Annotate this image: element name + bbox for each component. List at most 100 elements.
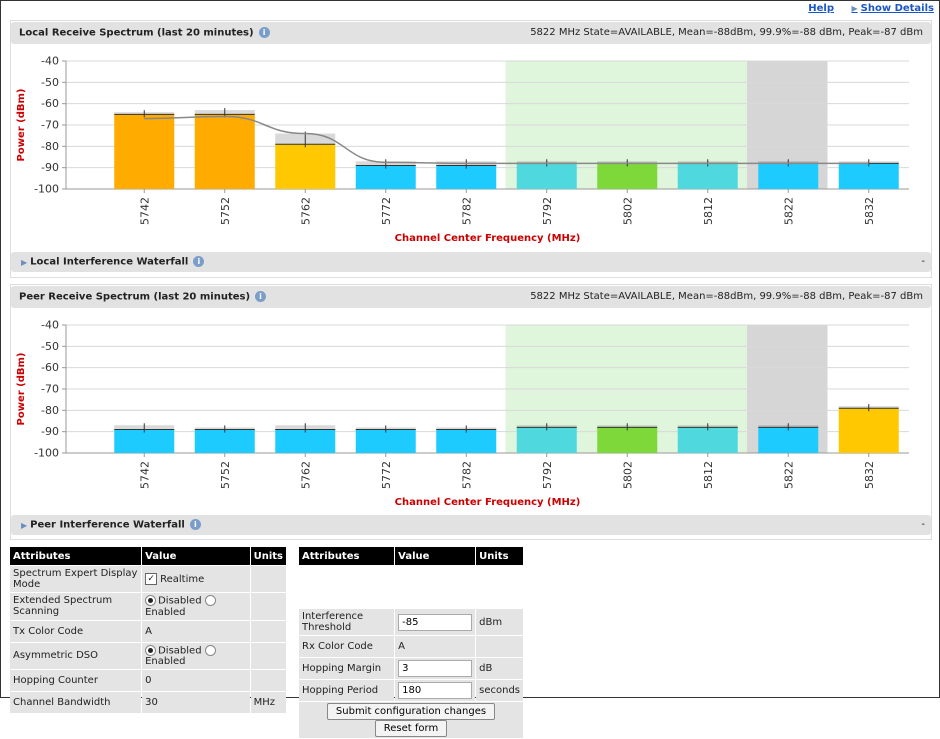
table-row: Asymmetric DSO Disabled Enabled (10, 642, 286, 669)
bar (677, 163, 738, 189)
local-waterfall-dash: - (921, 256, 925, 267)
attr-name: Extended Spectrum Scanning (10, 593, 142, 620)
button-row: Submit configuration changes Reset form (299, 702, 523, 738)
info-icon[interactable]: i (189, 519, 201, 530)
attr-units (250, 566, 286, 592)
attr-units: dBm (476, 609, 523, 635)
bar (114, 114, 175, 189)
peer-spectrum-title-wrap: Peer Receive Spectrum (last 20 minutes) i (19, 291, 267, 303)
attr-units (476, 636, 523, 657)
x-tick-label: 5822 (782, 461, 795, 489)
x-tick-label: 5772 (380, 461, 393, 489)
table-row: Hopping Counter 0 (10, 670, 286, 691)
x-tick-label: 5762 (299, 197, 312, 225)
attr-name: Hopping Margin (299, 658, 395, 679)
local-spectrum-status: 5822 MHz State=AVAILABLE, Mean=-88dBm, 9… (530, 27, 923, 38)
attr-value-cell (395, 680, 476, 701)
y-axis-label: Power (dBm) (16, 353, 27, 426)
realtime-checkbox[interactable]: ✓ (145, 573, 158, 585)
col-attributes: Attributes (10, 547, 142, 565)
local-waterfall-toggle[interactable]: ▶ Local Interference Waterfall i - (11, 252, 931, 272)
local-spectrum-title-wrap: Local Receive Spectrum (last 20 minutes)… (19, 27, 270, 39)
radio-label: Enabled (145, 606, 186, 618)
attr-value: A (142, 620, 250, 642)
radio-label: Disabled (158, 595, 202, 607)
peer-spectrum-header: Peer Receive Spectrum (last 20 minutes) i… (11, 286, 931, 308)
y-tick-label: -70 (41, 119, 59, 132)
triangle-right-icon: ▶ (21, 520, 28, 530)
local-spectrum-header: Local Receive Spectrum (last 20 minutes)… (11, 22, 931, 44)
col-units: Units (250, 547, 286, 565)
table-row: Interference Threshold dBm (299, 609, 523, 635)
attr-value: 0 (142, 670, 250, 691)
y-tick-label: -80 (41, 404, 59, 417)
attr-units: dB (476, 658, 523, 679)
info-icon[interactable]: i (255, 291, 267, 302)
info-icon[interactable]: i (193, 256, 205, 267)
help-link[interactable]: Help (808, 3, 835, 14)
extended-scanning-enabled-radio[interactable] (204, 595, 216, 606)
bar (758, 427, 819, 453)
x-tick-label: 5802 (621, 461, 634, 489)
submit-configuration-button[interactable]: Submit configuration changes (326, 703, 496, 720)
reset-form-button[interactable]: Reset form (374, 720, 448, 737)
x-tick-label: 5832 (863, 197, 876, 225)
table-spacer-row (299, 566, 523, 608)
peer-waterfall-toggle[interactable]: ▶ Peer Interference Waterfall i - (11, 515, 931, 535)
y-tick-label: -60 (41, 361, 59, 374)
bar (838, 408, 899, 453)
x-tick-label: 5772 (380, 197, 393, 225)
y-tick-label: -100 (34, 183, 59, 196)
peer-waterfall-label: Peer Interference Waterfall (30, 519, 185, 531)
bar (677, 427, 738, 453)
x-tick-label: 5802 (621, 197, 634, 225)
x-tick-label: 5742 (138, 197, 151, 225)
x-tick-label: 5822 (782, 197, 795, 225)
y-axis-label: Power (dBm) (16, 89, 27, 162)
attr-value: 30 (142, 692, 250, 713)
bar (597, 163, 658, 189)
y-tick-label: -100 (34, 447, 59, 460)
bar (275, 144, 336, 189)
hopping-margin-input[interactable] (398, 660, 473, 677)
show-details-label: Show Details (860, 3, 934, 14)
bar (355, 429, 416, 453)
table-row: Hopping Margin dB (299, 658, 523, 679)
x-tick-label: 5752 (219, 461, 232, 489)
asymmetric-dso-disabled-radio[interactable] (145, 644, 157, 656)
attributes-table-right: Attributes Value Units Interference Thre… (298, 546, 524, 739)
bar (758, 163, 819, 189)
show-details-link[interactable]: ▶ Show Details (852, 3, 935, 14)
attr-name: Interference Threshold (299, 609, 395, 635)
local-waterfall-label: Local Interference Waterfall (30, 256, 189, 268)
interference-threshold-input[interactable] (398, 613, 473, 631)
asymmetric-dso-enabled-radio[interactable] (204, 644, 216, 656)
attr-units: seconds (476, 680, 523, 701)
attr-units (250, 620, 286, 642)
extended-scanning-disabled-radio[interactable] (145, 595, 157, 606)
y-tick-label: -50 (41, 340, 59, 353)
y-tick-label: -80 (41, 140, 59, 153)
table-header-row: Attributes Value Units (10, 547, 286, 565)
bar (838, 163, 899, 189)
table-row: Extended Spectrum Scanning Disabled Enab… (10, 593, 286, 620)
y-tick-label: -90 (41, 161, 59, 174)
hopping-period-input[interactable] (398, 682, 473, 699)
col-value: Value (395, 547, 476, 565)
attributes-table-left: Attributes Value Units Spectrum Expert D… (9, 546, 287, 714)
attr-name: Spectrum Expert Display Mode (10, 566, 142, 592)
attr-value-cell (395, 658, 476, 679)
table-row: Hopping Period seconds (299, 680, 523, 701)
table-row: Rx Color Code A (299, 636, 523, 657)
y-tick-label: -60 (41, 97, 59, 110)
info-icon[interactable]: i (258, 27, 270, 38)
bar (436, 165, 497, 189)
x-axis-label: Channel Center Frequency (MHz) (395, 233, 581, 244)
x-tick-label: 5762 (299, 461, 312, 489)
button-cell: Submit configuration changes Reset form (299, 702, 523, 738)
x-axis-label: Channel Center Frequency (MHz) (395, 497, 581, 508)
bar (194, 429, 255, 453)
local-spectrum-title: Local Receive Spectrum (last 20 minutes) (19, 27, 254, 39)
x-tick-label: 5742 (138, 461, 151, 489)
triangle-right-icon: ▶ (21, 257, 28, 267)
